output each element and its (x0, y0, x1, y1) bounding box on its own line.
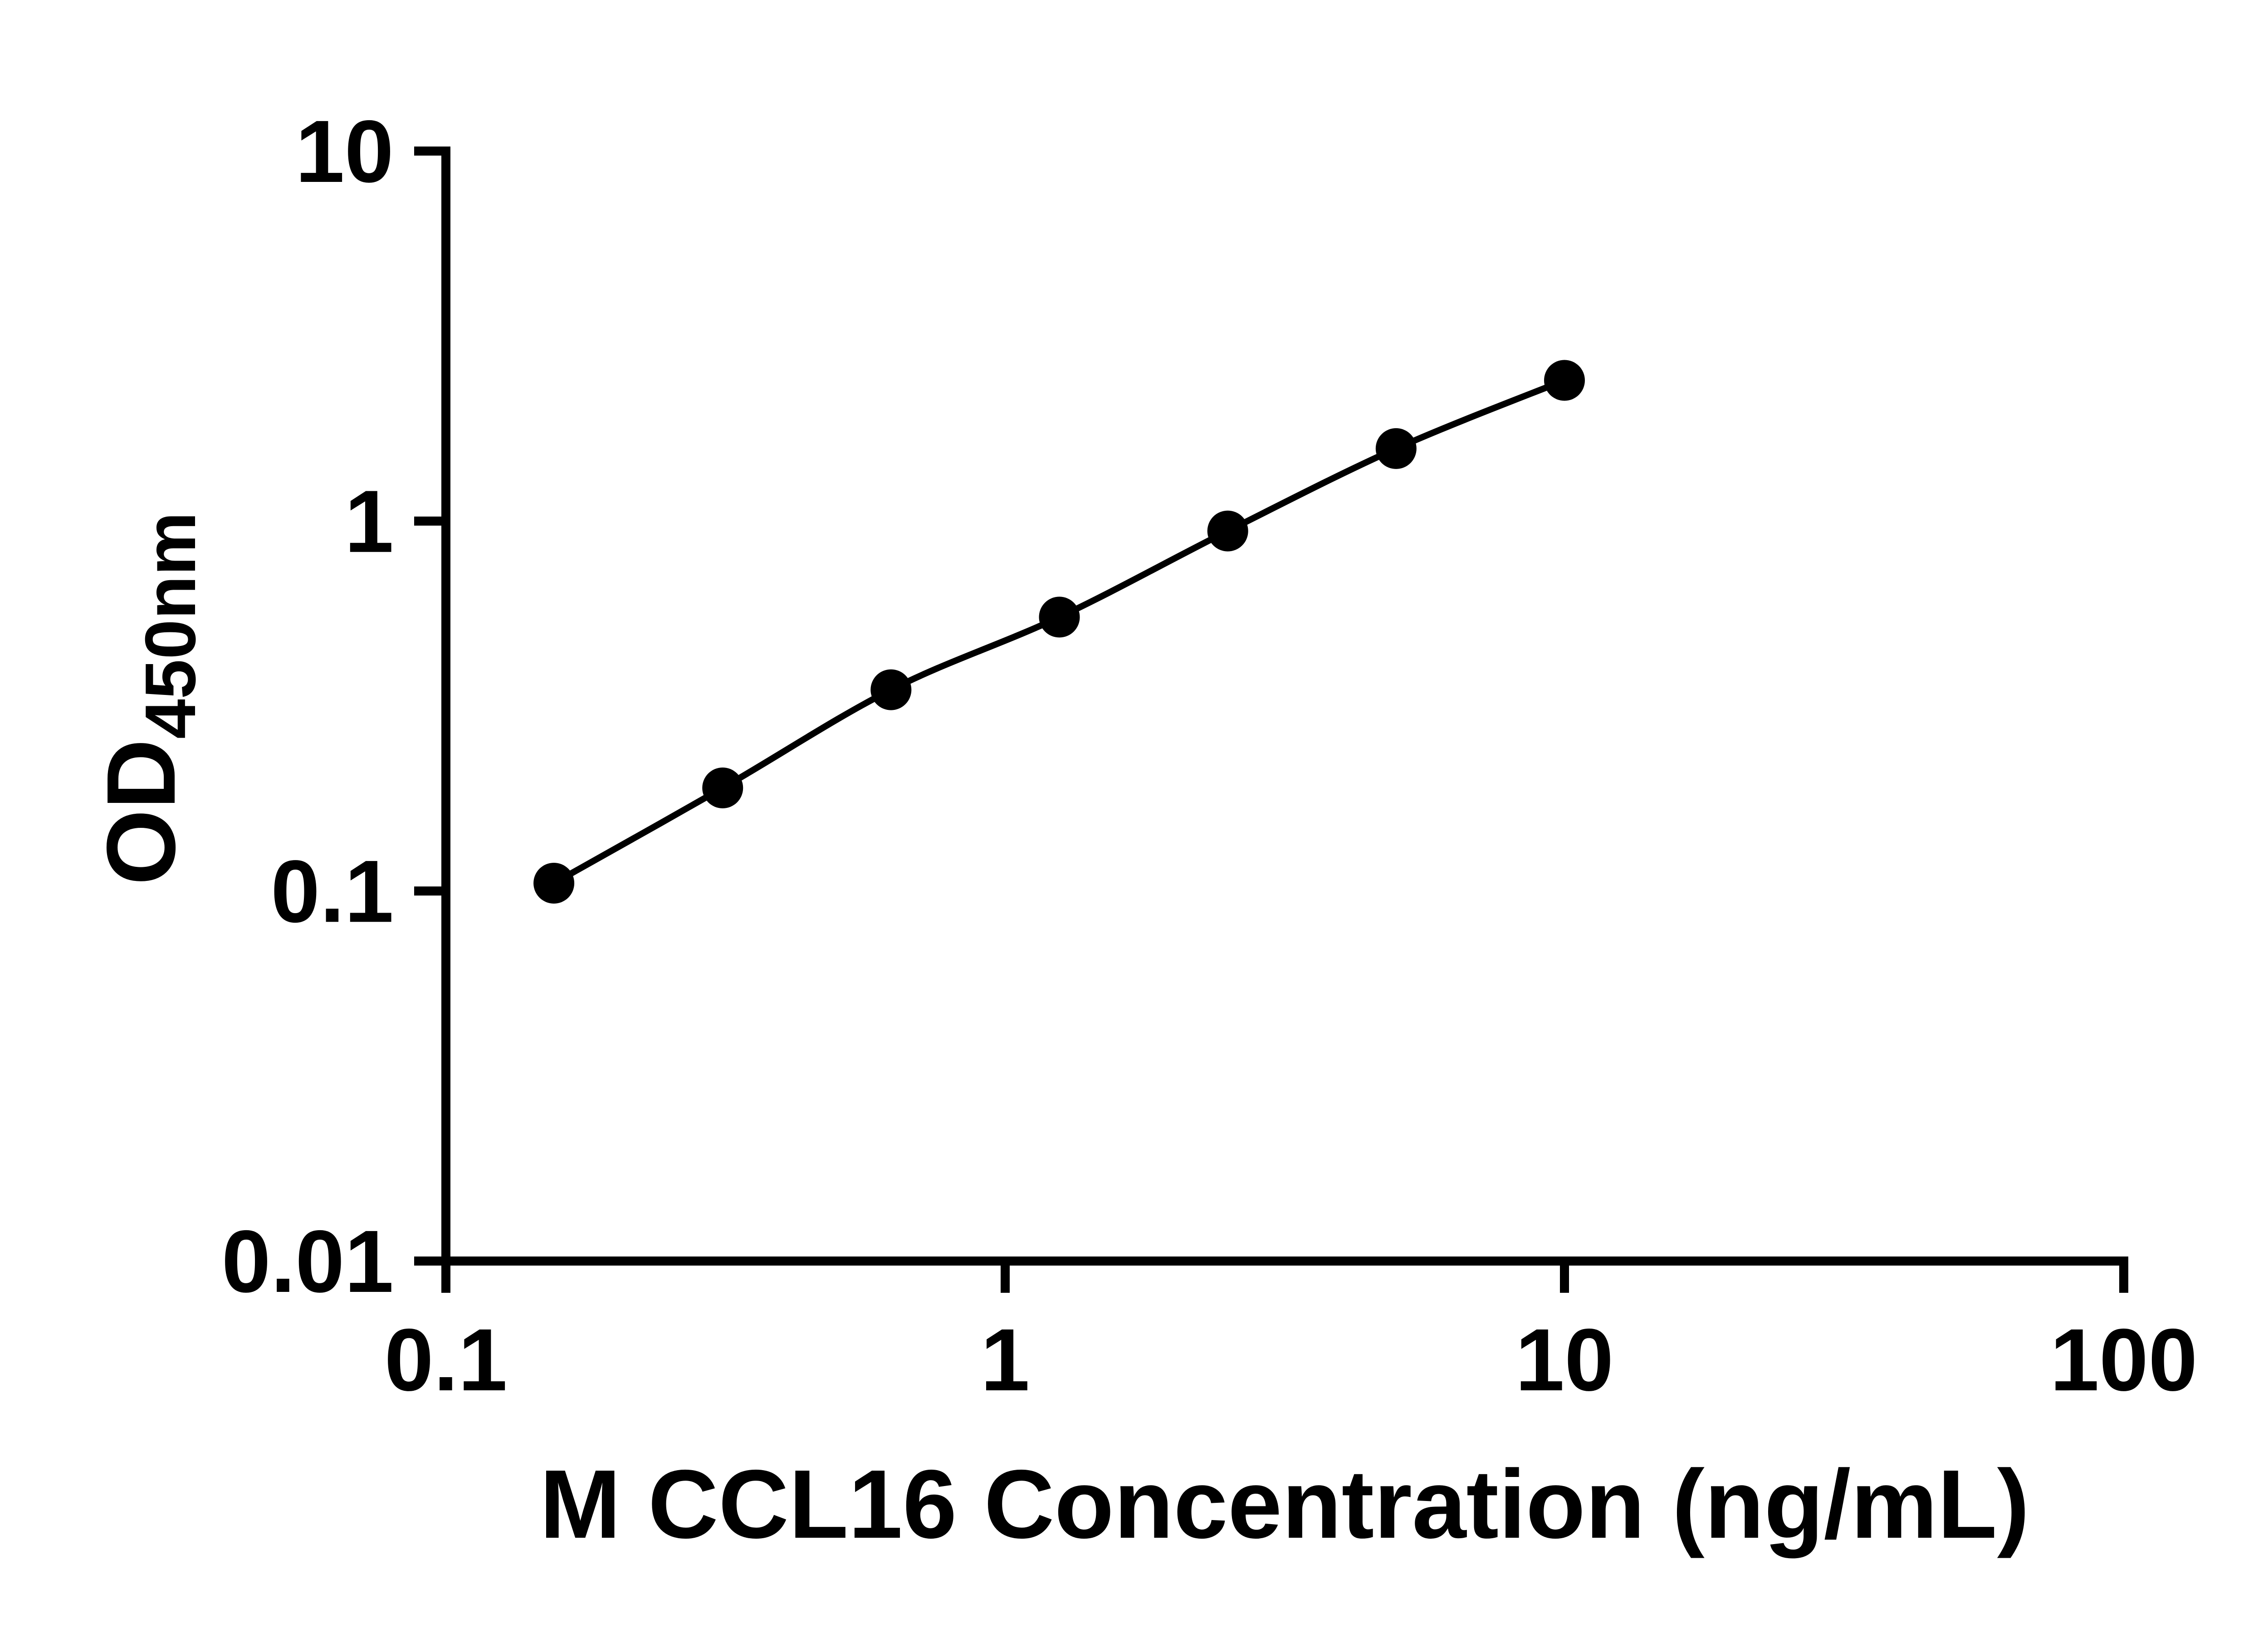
y-tick-label: 10 (295, 102, 394, 201)
x-tick-label: 1 (981, 1310, 1030, 1409)
data-point (533, 863, 575, 904)
data-point (1207, 510, 1248, 552)
axis-frame (441, 147, 2128, 1266)
y-tick-label: 0.1 (271, 842, 394, 941)
x-axis-title: M CCL16 Concentration (ng/mL) (540, 1449, 2030, 1559)
data-point (1544, 360, 1585, 401)
y-axis-title-main: OD (86, 739, 196, 885)
x-tick-label: 10 (1515, 1310, 1614, 1409)
data-point (1039, 596, 1080, 638)
data-point (1375, 428, 1417, 469)
y-axis-title: OD450nm (86, 512, 210, 885)
x-tick-label: 0.1 (384, 1310, 507, 1409)
y-tick-label: 1 (345, 472, 394, 571)
x-tick-label: 100 (2050, 1310, 2197, 1409)
y-axis-title-subscript: 450nm (131, 512, 210, 739)
data-point (870, 669, 912, 710)
y-tick-label: 0.01 (221, 1212, 394, 1311)
data-point (702, 768, 743, 808)
